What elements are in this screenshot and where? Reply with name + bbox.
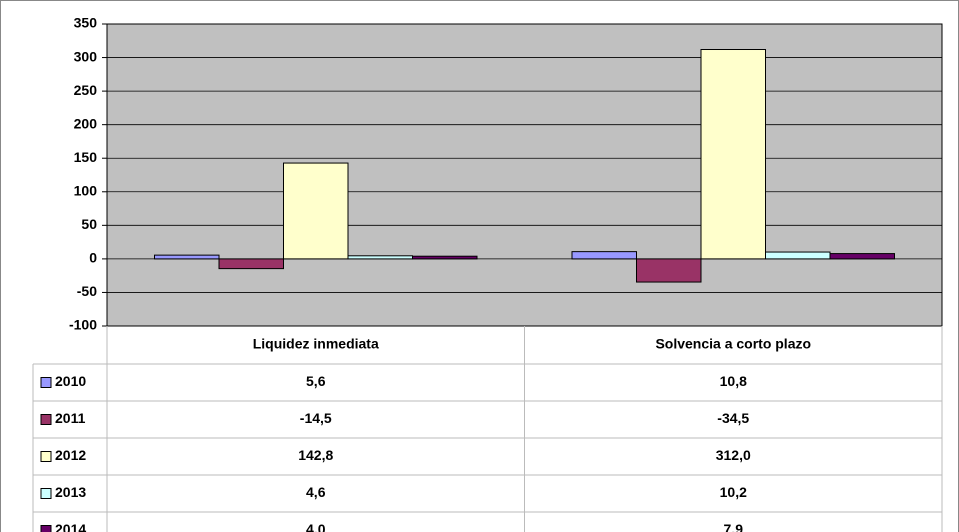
y-tick-label: 100: [74, 182, 98, 198]
bar: [218, 258, 284, 270]
table-value: -34,5: [717, 410, 749, 426]
legend-label: 2010: [55, 373, 86, 389]
y-tick-label: -100: [69, 317, 97, 333]
y-tick-label: 350: [74, 15, 98, 31]
legend-swatch: [40, 488, 52, 499]
bar: [154, 254, 220, 260]
y-tick-label: 50: [81, 216, 97, 232]
table-value: 4,6: [306, 484, 326, 500]
table-value: 312,0: [716, 447, 751, 463]
plot-area: [106, 23, 943, 327]
legend-swatch: [40, 414, 52, 425]
legend-swatch: [40, 451, 52, 462]
y-tick-label: 150: [74, 149, 98, 165]
x-tick-label: Solvencia a corto plazo: [655, 336, 811, 352]
y-tick-label: 0: [89, 250, 97, 266]
table-value: 5,6: [306, 373, 326, 389]
legend-label: 2011: [55, 410, 86, 426]
table-value: 142,8: [298, 447, 333, 463]
bar: [347, 255, 413, 260]
y-tick-label: 200: [74, 115, 98, 131]
legend-label: 2013: [55, 484, 86, 500]
x-tick-label: Liquidez inmediata: [253, 336, 379, 352]
table-value: 4,0: [306, 521, 326, 532]
legend-swatch: [40, 377, 52, 388]
bar: [283, 162, 349, 260]
bar: [765, 251, 831, 260]
legend-swatch: [40, 525, 52, 532]
legend-label: 2014: [55, 521, 86, 532]
bar: [571, 251, 637, 260]
bar: [636, 258, 702, 283]
table-value: 10,2: [720, 484, 747, 500]
bar: [412, 255, 478, 260]
legend-label: 2012: [55, 447, 86, 463]
bar: [829, 253, 895, 260]
y-tick-label: 250: [74, 82, 98, 98]
table-value: 7,9: [724, 521, 744, 532]
bar: [700, 49, 766, 260]
table-value: 10,8: [720, 373, 747, 389]
table-value: -14,5: [300, 410, 332, 426]
y-tick-label: 300: [74, 48, 98, 64]
y-tick-label: -50: [77, 283, 97, 299]
